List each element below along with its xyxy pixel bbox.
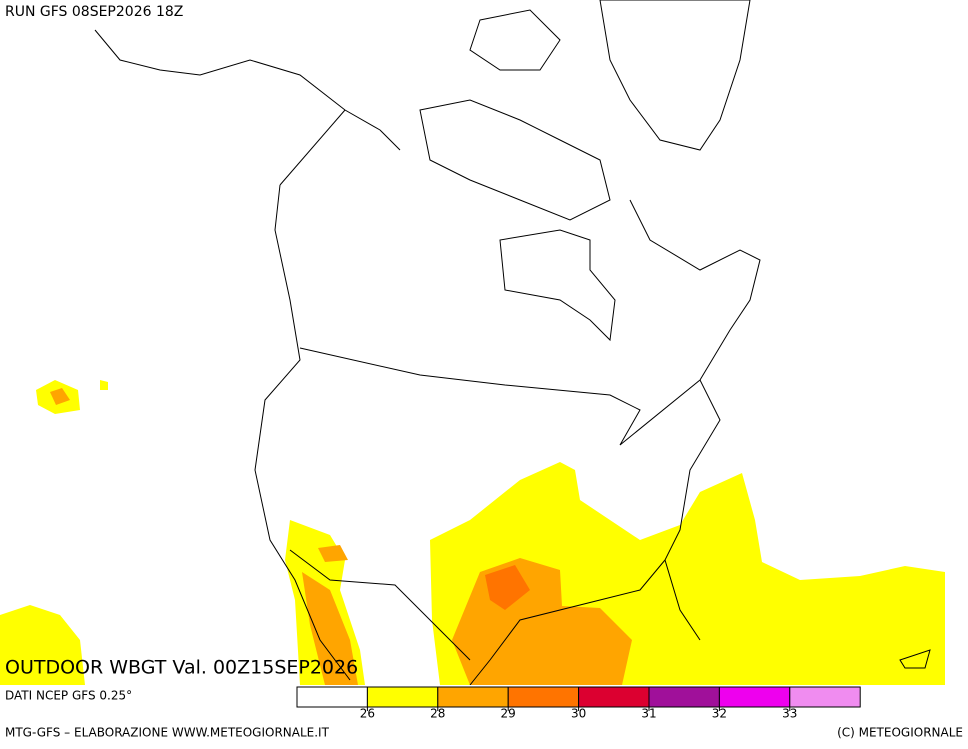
colorbar-tick-label: 30	[571, 707, 586, 721]
coastlines	[94, 0, 931, 686]
colorbar-box	[718, 686, 791, 708]
colorbar-box	[437, 686, 509, 708]
run-label: RUN GFS 08SEP2026 18Z	[5, 4, 183, 20]
colorbar-tick-label: 31	[641, 707, 656, 721]
colorbar-box	[648, 686, 720, 708]
colorbar-tick-label: 26	[360, 707, 375, 721]
colorbar-box	[366, 686, 439, 708]
fields	[0, 380, 945, 685]
footer-right: (C) METEOGIORNALE	[837, 726, 963, 740]
colorbar-box	[507, 686, 580, 708]
map-title: OUTDOOR WBGT Val. 00Z15SEP2026	[5, 657, 358, 679]
colorbar-tick-label: 28	[430, 707, 445, 721]
source-label: DATI NCEP GFS 0.25°	[5, 689, 132, 703]
colorbar-tick-label: 29	[501, 707, 516, 721]
colorbar-tick-label: 32	[712, 707, 727, 721]
colorbar-tick-label: 33	[782, 707, 797, 721]
colorbar-box	[789, 686, 861, 708]
colorbar-box	[578, 686, 650, 708]
colorbar-box	[296, 686, 368, 708]
footer-left: MTG-GFS – ELABORAZIONE WWW.METEOGIORNALE…	[5, 726, 330, 740]
colorbar: 26 28 29 30 31 32 33	[296, 686, 861, 721]
